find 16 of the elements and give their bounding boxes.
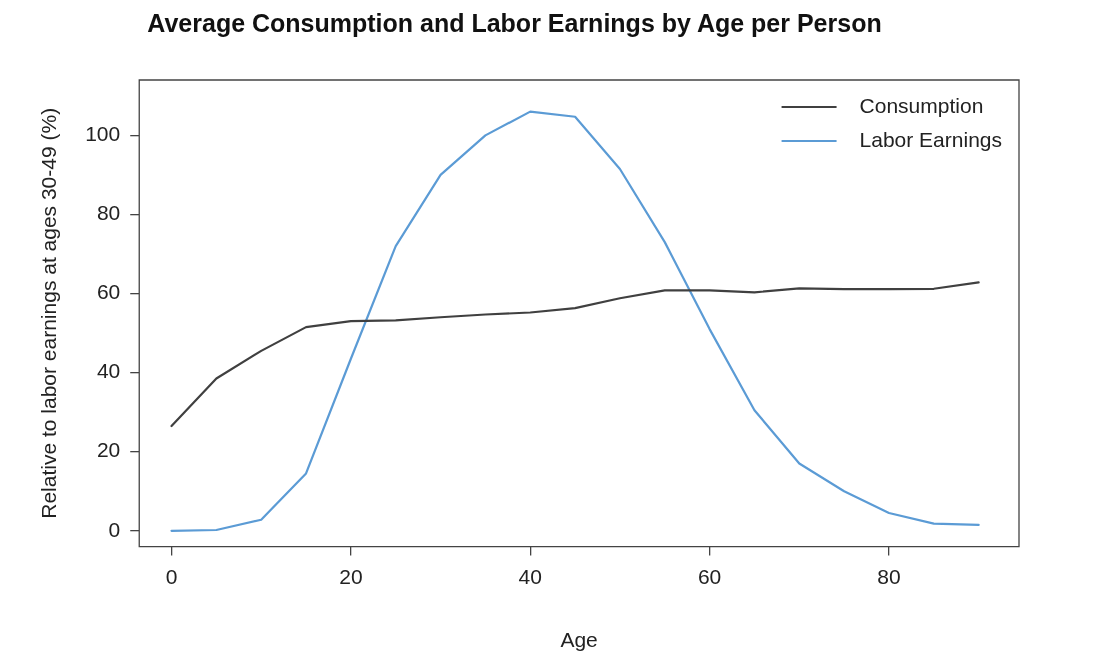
x-tick-label: 40: [518, 565, 542, 588]
y-tick-label: 100: [85, 122, 121, 146]
y-tick-label: 80: [96, 201, 121, 225]
y-tick-label: 20: [96, 438, 121, 462]
chart-title: Average Consumption and Labor Earnings by Age per Person: [147, 8, 882, 37]
y-tick-label: 0: [108, 517, 121, 541]
x-tick-label: 60: [697, 565, 722, 588]
y-axis-title: Relative to labor earnings at ages 30-49 (%): [37, 107, 61, 519]
legend-label: Consumption: [859, 93, 984, 117]
y-tick-label: 60: [96, 280, 121, 304]
x-tick-label: 80: [877, 565, 901, 588]
legend-label: Labor Earnings: [859, 127, 1003, 151]
x-tick-label: 20: [339, 565, 363, 588]
x-axis-title: Age: [560, 628, 598, 652]
y-tick-label: 40: [96, 359, 121, 383]
x-tick-label: 0: [165, 565, 178, 588]
